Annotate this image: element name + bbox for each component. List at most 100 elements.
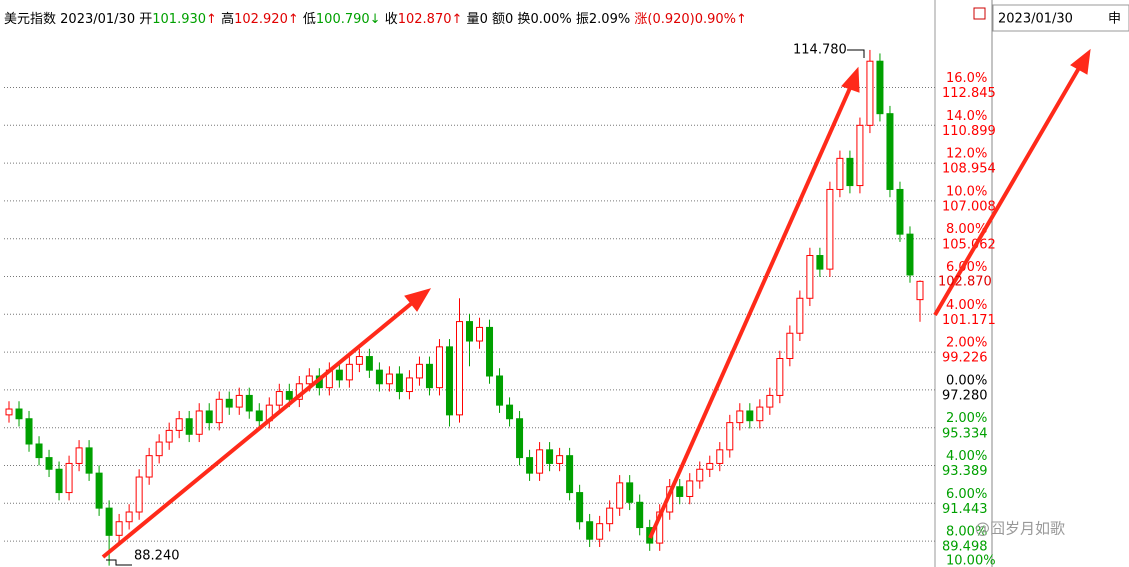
field-label: 额	[491, 12, 505, 27]
candle-body	[375, 369, 383, 385]
candle-body	[876, 60, 884, 115]
low-label: 88.240	[134, 549, 180, 564]
watermark: @囧岁月如歌	[975, 520, 1065, 538]
field-label: 换	[517, 12, 531, 27]
candle-body	[906, 233, 914, 276]
field-label: 涨	[634, 12, 648, 27]
y2-tick-label: 14.0%	[946, 109, 987, 124]
candle-body	[806, 255, 814, 299]
y2-tick-label: 6.00%	[946, 260, 987, 275]
candle-body	[65, 462, 73, 494]
candle-body	[405, 377, 413, 393]
y-tick-label: 108.954	[942, 162, 996, 177]
candle-body	[846, 157, 854, 187]
y-tick-label: 91.443	[942, 502, 988, 517]
candle-body	[25, 418, 33, 445]
trend-arrow	[648, 87, 852, 539]
candle-body	[345, 363, 353, 381]
candle-body	[716, 449, 724, 464]
y2-tick-label: 4.00%	[946, 449, 987, 464]
candle-body	[275, 391, 283, 406]
candle-body	[796, 297, 804, 334]
candle-body	[135, 476, 143, 513]
candle-body	[145, 455, 153, 478]
checkbox[interactable]	[973, 7, 986, 20]
y2-tick-label: 10.0%	[946, 184, 987, 199]
high-label: 114.780	[793, 43, 847, 58]
y-tick-label: 97.280	[942, 388, 988, 403]
candle-body	[395, 373, 403, 393]
candle-body	[215, 398, 223, 424]
candle-body	[706, 462, 714, 470]
plot: 10.00% 8.00% 6.00% 4.00% 2.00% 0.00% 2.00% 4.00…	[4, 49, 996, 567]
candle-body	[235, 394, 243, 408]
candle-body	[425, 363, 433, 389]
candle-body	[526, 457, 534, 474]
candle-body	[85, 447, 93, 474]
field-label: 低	[302, 12, 316, 27]
y2-tick-label: 2.00%	[946, 411, 987, 426]
y-tick-label: 110.899	[942, 124, 996, 139]
date: 2023/01/30	[60, 12, 136, 27]
field-arrow: ↑	[287, 12, 299, 27]
candle-body	[786, 332, 794, 360]
y2-tick-label: 8.00%	[946, 222, 987, 237]
field-label: 量	[466, 12, 480, 27]
field-arrow: ↑	[206, 12, 217, 27]
candle-body	[606, 507, 614, 525]
field-value: 102.920	[234, 12, 288, 27]
candle-body	[245, 394, 253, 412]
quote-header: 美元指数 2023/01/30 开101.930↑ 高102.920↑ 低100…	[4, 8, 747, 27]
candle-body	[45, 457, 53, 470]
candle-body	[486, 326, 494, 377]
candle-body	[756, 406, 764, 422]
candle-body	[15, 408, 23, 420]
y2-tick-label: 4.00%	[946, 298, 987, 313]
candle-body	[305, 375, 313, 385]
candle-body	[896, 188, 904, 235]
field-value: 101.930	[152, 12, 207, 27]
trend-arrow	[101, 301, 414, 559]
candle-body	[365, 356, 373, 371]
candle-body	[185, 418, 193, 435]
y2-tick-label: 6.00%	[946, 487, 987, 502]
candle-body	[626, 482, 634, 503]
arrows	[101, 48, 1091, 559]
candle-body	[596, 523, 604, 540]
candle-body	[826, 188, 834, 270]
candle-body	[355, 356, 363, 365]
candle-body	[115, 521, 123, 536]
field-arrow: ↑	[451, 12, 463, 27]
y-tick-label: 101.171	[942, 313, 996, 328]
candle-body	[836, 157, 844, 190]
candle-body	[385, 373, 393, 385]
candle-body	[205, 410, 213, 424]
candle-body	[435, 346, 443, 389]
candle-body	[866, 60, 874, 126]
candle-body	[195, 410, 203, 435]
y-tick-label: 105.062	[942, 237, 996, 252]
field-value: 0	[479, 12, 488, 27]
candle-body	[55, 468, 63, 494]
symbol: 美元指数	[4, 12, 57, 27]
candle-body	[696, 468, 704, 482]
candle-body	[35, 443, 43, 459]
arrow-head	[841, 66, 860, 93]
side-date: 2023/01/30	[998, 12, 1073, 27]
candle-body	[75, 447, 83, 464]
trend-arrow	[933, 66, 1081, 317]
candle-body	[95, 472, 103, 509]
candle-body	[125, 511, 133, 523]
candle-body	[516, 418, 524, 459]
candle-body	[816, 255, 824, 270]
high-leader	[847, 49, 865, 58]
candle-body	[445, 346, 453, 416]
candle-body	[686, 480, 694, 497]
candle-body	[225, 398, 233, 408]
candle-body	[496, 375, 504, 406]
candle-body	[776, 358, 784, 396]
y-tick-label: 89.498	[942, 540, 988, 555]
candle-body	[105, 507, 113, 536]
